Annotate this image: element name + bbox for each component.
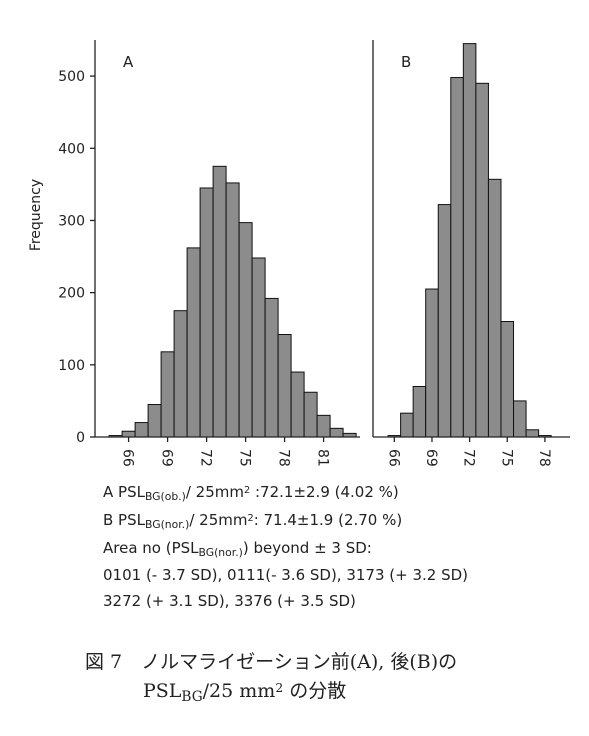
y-tick-label: 0 (76, 430, 85, 446)
bar (425, 288, 439, 438)
bar (462, 43, 477, 438)
figure-caption-part: 図 7 ノルマライゼーション前(A), 後(B)の (85, 651, 457, 673)
caption-line-part: A PSL (103, 483, 146, 501)
bar (475, 82, 489, 438)
bar (264, 297, 279, 438)
caption-line-part: BG(ob.) (145, 490, 186, 503)
figure-caption: 図 7 ノルマライゼーション前(A), 後(B)の (85, 651, 457, 673)
caption-line-part: / 25mm (186, 483, 244, 501)
bar (513, 400, 527, 438)
y-tick-label: 500 (58, 69, 85, 85)
caption-line-part: :72.1±2.9 (4.02 %) (250, 483, 399, 501)
y-axis-label: Frequency (28, 179, 44, 251)
caption-line: 0101 (- 3.7 SD), 0111(- 3.6 SD), 3173 (+… (103, 566, 468, 584)
bar (251, 257, 266, 438)
y-tick-label: 100 (58, 358, 85, 374)
bar (487, 178, 502, 438)
caption-line-part: B PSL (103, 511, 146, 529)
y-tick-label: 200 (58, 286, 85, 302)
caption-line-part: BG(nor.) (145, 518, 189, 531)
x-tick-label: 72 (461, 449, 477, 467)
figure-caption-part: /25 mm (203, 680, 276, 702)
caption-line-part: Area no (PSL (103, 539, 199, 557)
bar (277, 334, 292, 438)
bar (186, 247, 201, 438)
x-tick-label: 75 (237, 449, 253, 467)
caption-line-part: 0101 (- 3.7 SD), 0111(- 3.6 SD), 3173 (+… (103, 566, 468, 584)
x-tick-label: 69 (159, 449, 175, 467)
figure-caption: PSLBG/25 mm2 の分散 (143, 680, 346, 705)
bar (147, 404, 162, 438)
bar (121, 430, 136, 438)
bar (290, 371, 305, 438)
figure-caption-part: の分散 (283, 680, 346, 702)
bar (212, 165, 227, 438)
caption-line-part: 3272 (+ 3.1 SD), 3376 (+ 3.5 SD) (103, 592, 356, 610)
bar (412, 385, 427, 438)
figure-caption-part: 2 (275, 681, 283, 695)
caption-line-part: : 71.4±1.9 (2.70 %) (254, 511, 403, 529)
bar (316, 414, 331, 438)
x-tick-label: 78 (536, 449, 552, 467)
caption-line: A PSLBG(ob.)/ 25mm2 :72.1±2.9 (4.02 %) (103, 483, 399, 503)
panel-label: A (123, 53, 134, 71)
bar (450, 77, 464, 438)
caption-line-part: / 25mm (189, 511, 247, 529)
caption-line: Area no (PSLBG(nor.)) beyond ± 3 SD: (103, 539, 372, 559)
bar (437, 204, 452, 438)
x-tick-label: 81 (315, 449, 331, 467)
caption-line: 3272 (+ 3.1 SD), 3376 (+ 3.5 SD) (103, 592, 356, 610)
caption-line-part: ) beyond ± 3 SD: (243, 539, 372, 557)
bar (225, 182, 240, 438)
x-tick-label: 66 (385, 449, 401, 467)
x-tick-label: 66 (120, 449, 136, 467)
bar (160, 351, 175, 438)
bar (329, 427, 344, 438)
x-tick-label: 75 (498, 449, 514, 467)
y-tick-label: 400 (58, 141, 85, 157)
figure-caption-part: PSL (143, 680, 182, 702)
bar (173, 310, 188, 438)
bar (238, 222, 253, 438)
x-tick-label: 78 (276, 449, 292, 467)
x-tick-label: 69 (423, 449, 439, 467)
caption-line-part: 2 (247, 513, 253, 524)
figure-caption-part: BG (181, 689, 202, 705)
bar (525, 429, 540, 438)
bar (199, 187, 214, 438)
bar (400, 412, 414, 438)
bar (303, 391, 318, 438)
caption-line-part: 2 (244, 485, 250, 496)
y-tick-label: 300 (58, 213, 85, 229)
bar (500, 321, 515, 438)
caption-line: B PSLBG(nor.)/ 25mm2: 71.4±1.9 (2.70 %) (103, 511, 402, 531)
panel-label: B (401, 53, 411, 71)
x-tick-label: 72 (198, 449, 214, 467)
caption-line-part: BG(nor.) (199, 546, 243, 559)
bar (134, 422, 149, 438)
